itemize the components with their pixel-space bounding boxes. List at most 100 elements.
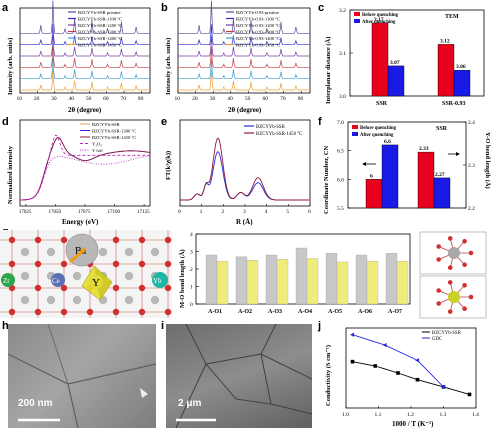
bar [246,260,259,305]
panel-letter-j: j [318,320,322,332]
xrd-series-line [20,58,150,80]
crystal-structure-g: Ba Y Ce Zr Yb [0,230,172,318]
x-category-label: A-O2 [238,309,252,315]
data-point [382,342,387,348]
x-tick-label: 20 [192,96,198,102]
oxygen-atom [164,308,172,316]
data-point [415,358,420,363]
data-label: 2.33 [419,146,429,152]
panel-letter-d: d [2,116,9,128]
y-tick-label: 2.2 [468,206,475,212]
y-tick-label: 5.5 [337,206,344,212]
x-tick-label: 20 [34,96,40,102]
oxygen-atom [8,308,16,316]
legend-label: Y₂O₃ [92,142,102,147]
cation-atom [46,247,56,257]
y-tick-label: 0 [190,302,193,308]
y-tick-label: 2.3 [468,163,475,169]
xrd-series-line [178,58,310,80]
legend-label: BZCYYb-0.93-1300 °C [236,30,280,35]
oxygen-atom [112,260,120,268]
bar [355,254,368,305]
x-tick-label: 40 [227,96,233,102]
xrd-b-xlabel: 2θ (degree) [228,106,262,114]
y-tick-label: 6.0 [337,177,344,183]
x-tick-label: 30 [210,96,216,102]
legend-swatch [354,12,360,16]
xrd-series-line [178,0,310,34]
legend-label: BZCYYb-SSR-1200 °C [78,23,122,28]
oxygen-atom [436,257,441,262]
x-tick-label: 6 [308,209,311,215]
x-tick-label: 0 [178,209,181,215]
y-tick-label: 3.2 [339,8,346,14]
panel-letter-a: a [2,2,9,14]
legend-label: BZCYYb-SSR-1400 °C [78,36,122,41]
oxygen-atom [436,244,441,249]
x-tick-label: 1 [200,209,203,215]
xrd-series-line [20,69,150,91]
x-tick-label: 30 [51,96,57,102]
legend-label: BZCYYb-SSR pristine [78,10,121,15]
x-tick-label: 17125 [137,210,150,215]
exafs-e-xlabel: R (Å) [236,218,253,226]
x-category-label: SSR-0.93 [442,101,466,107]
xrd-b-ylabel: Intensity (arb. units) [165,38,172,95]
data-label: 6.6 [384,139,391,145]
j-xlabel: 1000 / T (K⁻¹) [392,420,434,428]
x-tick-label: 40 [69,96,75,102]
oxygen-atom [112,236,120,244]
legend-label: BZCYYb-SSR-1450 °C [256,132,302,137]
oxygen-atom [34,284,42,292]
bar [325,253,338,305]
y-tick-label: 7.0 [337,120,344,126]
y-tick-label: 3.0 [339,94,346,100]
y-tick-label: 4 [190,232,193,238]
xrd-series-line [20,24,150,46]
xanes-d-ylabel: Normalized intensity [7,145,14,204]
bar [433,177,451,209]
oxygen-atom [34,308,42,316]
legend-label: BZCYYb-SSR-1450 °C [92,135,136,140]
legend-label: BZCYYb-0.93-1400 °C [236,36,280,41]
oxygen-atom [138,308,146,316]
x-tick-label: 1.0 [342,412,349,418]
oxygen-atom [164,260,172,268]
y-tick-label: 2.4 [468,120,475,126]
x-tick-label: 70 [280,96,286,102]
x-tick-label: 50 [245,96,251,102]
panel-letter-c: c [318,2,325,14]
series-line [352,361,470,395]
legend-label: BZCYYb-0.93-1100 °C [236,17,280,22]
xrd-series-line [20,46,150,68]
oxygen-atom [447,265,453,270]
x-tick-label: 17100 [108,210,121,215]
oxygen-atom [164,236,172,244]
xrd-series-line [20,0,150,34]
xanes-series-line [20,155,151,201]
legend-label: BZCYYb-0.93-1200 °C [236,23,280,28]
bar [306,258,319,305]
data-label: 3.12 [440,38,450,44]
cation-atom [20,271,30,281]
sem-image-h: 200 nm [8,324,156,428]
cation-atom [150,295,160,305]
exafs-e-ylabel: FT(k³χ(k)) [165,151,172,180]
oxygen-atom [138,260,146,268]
panel-letter-e: e [161,116,168,128]
oxygen-atom [462,238,467,244]
legend-label: Y foil [92,148,103,153]
cation-atom [124,247,134,257]
bar [265,254,278,305]
x-tick-label: 1.4 [472,412,479,418]
xrd-series-line [178,24,310,46]
bar [417,151,435,209]
panel-letter-f: f [318,116,322,128]
legend-swatch [352,132,358,136]
x-tick-label: 2 [221,209,224,215]
oxygen-atom [447,309,453,314]
bar [396,260,409,305]
oxygen-atom [462,282,467,288]
oxygen-atom [468,294,474,300]
legend-label: BZCYYb-SSR [256,125,286,130]
